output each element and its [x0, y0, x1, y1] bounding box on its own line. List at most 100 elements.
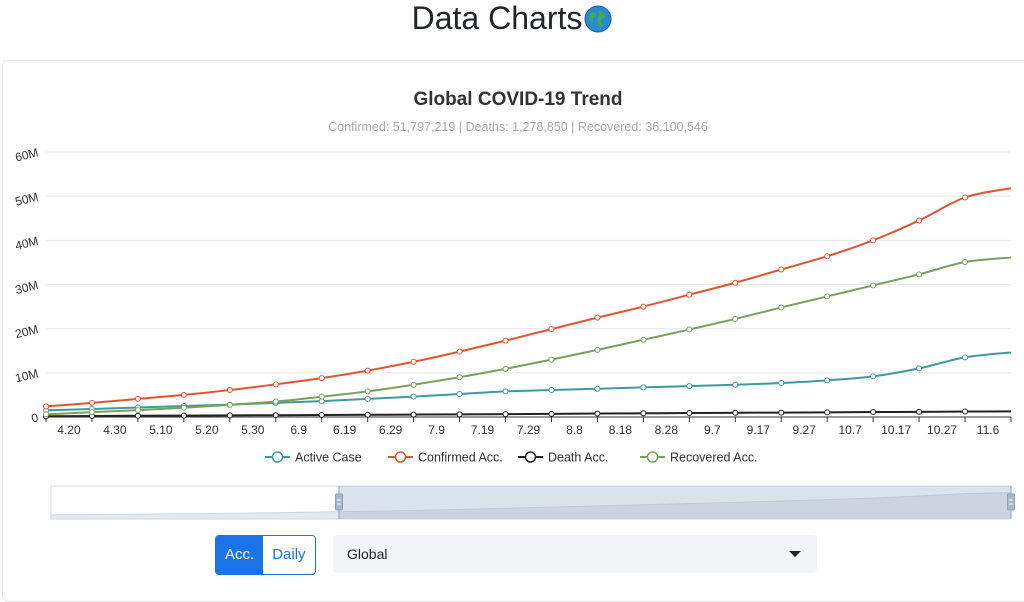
legend-item[interactable]: Active Case — [265, 451, 362, 465]
series-active-case — [43, 351, 1012, 414]
page-title: Data Charts — [0, 0, 1024, 36]
series-confirmed-acc — [43, 187, 1012, 410]
y-tick-label: 50M — [14, 189, 40, 208]
data-point — [502, 388, 509, 395]
legend-item[interactable]: Death Acc. — [518, 451, 608, 465]
data-point — [43, 411, 49, 418]
data-point — [640, 303, 647, 310]
legend-circle-icon — [271, 451, 284, 463]
data-point — [640, 384, 647, 391]
caret-down-icon — [789, 551, 801, 557]
data-point — [962, 258, 969, 265]
data-point — [732, 381, 739, 388]
data-point — [410, 358, 417, 365]
chart-subtitle: Confirmed: 51,797,219 | Deaths: 1,278,85… — [328, 120, 708, 134]
data-point — [594, 314, 601, 321]
data-point — [134, 395, 141, 402]
x-tick-label: 9.7 — [704, 423, 721, 437]
data-point — [732, 279, 739, 286]
y-axis: 0 10M 20M 30M 40M 50M 60M — [14, 145, 40, 425]
series-line — [45, 187, 1012, 408]
data-point — [962, 194, 969, 201]
data-point — [88, 409, 95, 416]
data-point — [870, 373, 877, 380]
data-point — [456, 391, 463, 398]
zoom-selected-range — [339, 486, 1011, 519]
data-point — [548, 387, 555, 394]
region-select-value: Global — [347, 546, 388, 562]
x-tick-label: 10.7 — [838, 423, 862, 437]
data-point — [318, 375, 325, 382]
zoom-start-handle[interactable] — [335, 486, 343, 519]
x-tick-label: 7.29 — [517, 423, 541, 437]
series-recovered-acc — [43, 256, 1012, 418]
data-point — [548, 356, 555, 363]
grid-layer — [46, 151, 1011, 374]
data-point — [778, 304, 785, 311]
data-point — [640, 336, 647, 343]
data-point — [594, 410, 601, 417]
x-tick-label: 6.19 — [333, 423, 357, 437]
data-point — [180, 391, 187, 398]
x-tick-label: 10.17 — [881, 423, 911, 437]
x-tick-label: 5.10 — [149, 423, 173, 437]
data-point — [134, 407, 141, 414]
legend-item[interactable]: Recovered Acc. — [640, 451, 758, 465]
data-point — [226, 401, 233, 408]
zoom-end-handle[interactable] — [1007, 486, 1015, 519]
data-zoom-slider[interactable] — [50, 485, 1015, 520]
data-point — [824, 377, 831, 384]
region-select[interactable]: Global — [333, 535, 817, 573]
series-layer — [43, 187, 1012, 420]
globe-icon — [584, 4, 612, 33]
legend-item[interactable]: Confirmed Acc. — [388, 451, 503, 465]
acc-toggle-button[interactable]: Acc. — [216, 536, 264, 574]
data-point — [410, 393, 417, 400]
data-point — [916, 271, 923, 278]
data-point — [594, 346, 601, 353]
data-point — [686, 410, 693, 417]
legend-circle-icon — [646, 451, 659, 463]
chart-svg: Global COVID-19 Trend Confirmed: 51,797,… — [14, 89, 1015, 520]
x-tick-label: 4.30 — [103, 423, 127, 437]
data-point — [916, 365, 923, 372]
data-point — [640, 410, 647, 417]
data-point — [732, 409, 739, 416]
data-point — [502, 411, 509, 418]
data-point — [180, 412, 187, 419]
data-point — [686, 291, 693, 298]
series-line — [45, 256, 1012, 416]
data-point — [778, 379, 785, 386]
daily-toggle-button[interactable]: Daily — [263, 536, 315, 574]
x-tick-label: 6.29 — [379, 423, 403, 437]
x-tick-label: 10.27 — [927, 423, 957, 437]
x-tick-label: 8.18 — [609, 423, 633, 437]
x-tick-label: 6.9 — [290, 423, 307, 437]
data-point — [870, 282, 877, 289]
legend-circle-icon — [394, 451, 407, 463]
data-point — [916, 408, 923, 415]
data-point — [410, 411, 417, 418]
data-point — [410, 381, 417, 388]
data-point — [180, 404, 187, 411]
data-point — [778, 266, 785, 273]
mode-toggle-group: Acc. Daily — [215, 535, 316, 575]
data-point — [364, 367, 371, 374]
zoom-handle-grip — [335, 493, 343, 511]
series-line — [45, 410, 1012, 418]
data-point — [824, 253, 831, 260]
x-tick-label: 7.19 — [471, 423, 495, 437]
legend[interactable]: Active Case Confirmed Acc. Death Acc. Recov… — [265, 451, 758, 465]
data-point — [364, 395, 371, 402]
y-tick-label: 0 — [30, 410, 40, 425]
data-point — [456, 411, 463, 418]
data-point — [962, 408, 969, 415]
data-point — [318, 393, 325, 400]
data-point — [364, 388, 371, 395]
data-point — [226, 387, 233, 394]
x-axis: 4.20 4.30 5.10 5.20 5.30 6.9 6.19 6.29 7.9 7.19 7.… — [45, 416, 1012, 437]
data-point — [272, 381, 279, 388]
data-point — [962, 354, 969, 361]
data-point — [548, 326, 555, 333]
x-tick-label: 7.9 — [428, 423, 445, 437]
